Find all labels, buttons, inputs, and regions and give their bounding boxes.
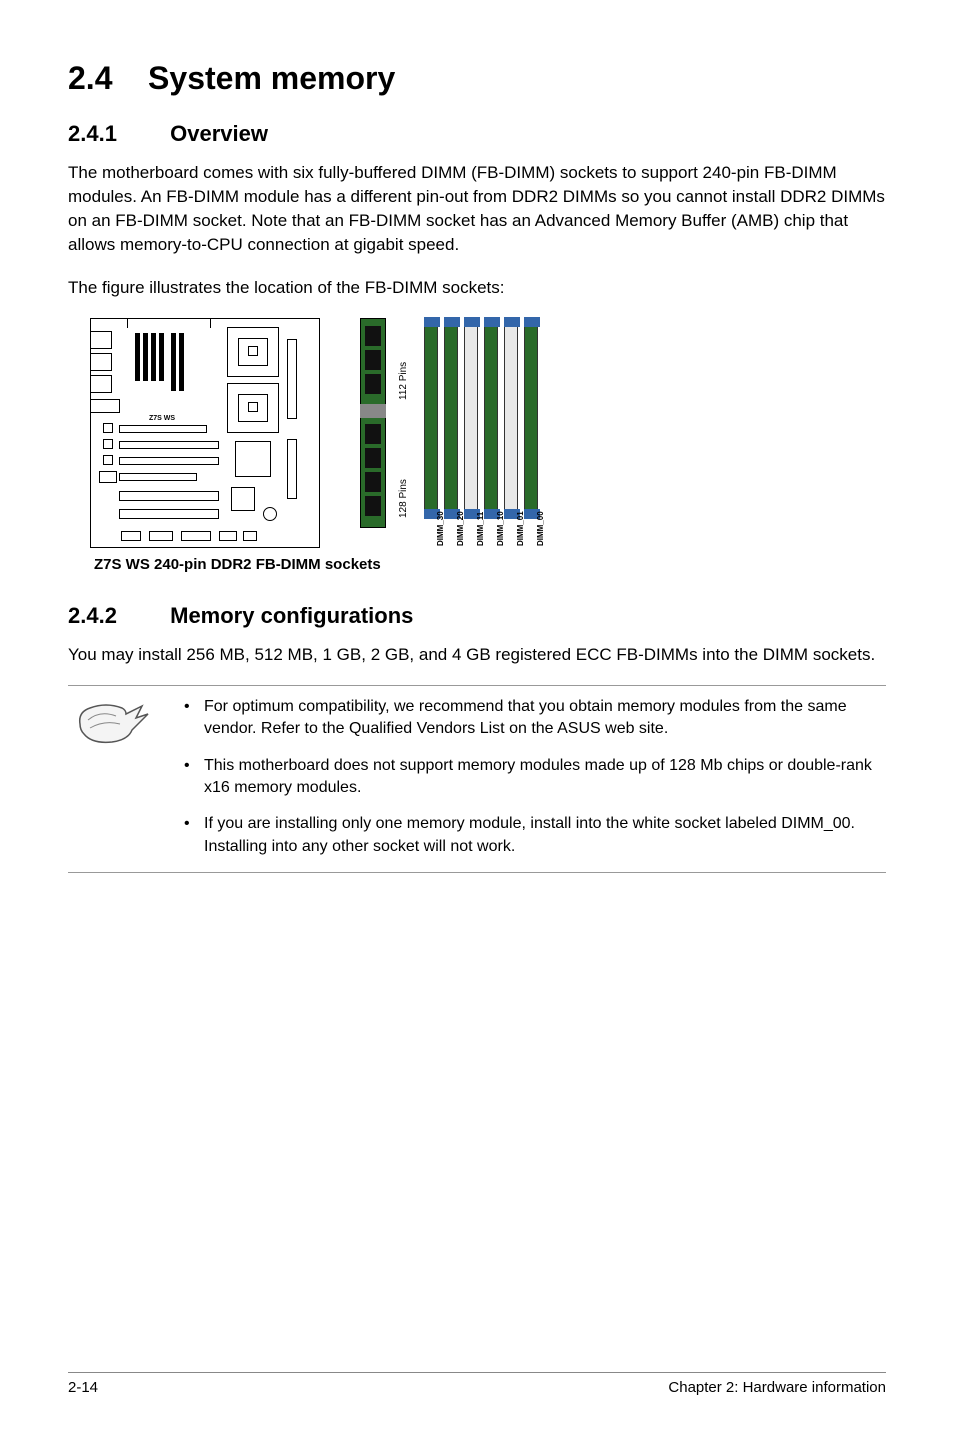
chapter-label: Chapter 2: Hardware information (668, 1379, 886, 1396)
dimm-slot (504, 318, 518, 518)
subsection-title: Overview (170, 121, 268, 146)
subsection-number-2: 2.4.2 (68, 603, 164, 629)
overview-paragraph-2: The figure illustrates the location of t… (68, 276, 886, 300)
overview-paragraph-1: The motherboard comes with six fully-buf… (68, 161, 886, 258)
note-item: This motherboard does not support memory… (176, 755, 886, 800)
note-item: For optimum compatibility, we recommend … (176, 696, 886, 741)
section-number: 2.4 (68, 60, 112, 96)
dimm-slot (444, 318, 458, 518)
note-item: If you are installing only one memory mo… (176, 813, 886, 858)
subsection-title-2: Memory configurations (170, 603, 413, 628)
page-footer: 2-14 Chapter 2: Hardware information (68, 1372, 886, 1396)
figure-caption: Z7S WS 240-pin DDR2 FB-DIMM sockets (94, 556, 886, 573)
dimm-slot-label: DIMM_00 (536, 511, 545, 546)
note-list: For optimum compatibility, we recommend … (176, 696, 886, 862)
subsection-heading: 2.4.1 Overview (68, 121, 886, 147)
dimm-slot (484, 318, 498, 518)
dimm-slot (424, 318, 438, 518)
motherboard-diagram: Z7S WS (90, 318, 320, 548)
memcfg-paragraph: You may install 256 MB, 512 MB, 1 GB, 2 … (68, 643, 886, 667)
dimm-slot (524, 318, 538, 518)
subsection-heading-2: 2.4.2 Memory configurations (68, 603, 886, 629)
note-block: For optimum compatibility, we recommend … (68, 685, 886, 873)
section-heading: 2.4 System memory (68, 60, 886, 97)
pins-top-label: 112 Pins (398, 361, 409, 399)
dimm-slots-diagram: DIMM_30DIMM_20DIMM_11DIMM_10DIMM_01DIMM_… (424, 318, 564, 548)
page-number: 2-14 (68, 1379, 98, 1396)
pins-bottom-label: 128 Pins (398, 479, 409, 518)
dimm-figure: Z7S WS (90, 318, 886, 548)
note-icon (68, 696, 158, 750)
dimm-slot (464, 318, 478, 518)
section-title: System memory (148, 60, 395, 96)
board-label: Z7S WS (149, 415, 175, 422)
subsection-number: 2.4.1 (68, 121, 164, 147)
dimm-module-diagram: 112 Pins 128 Pins (350, 318, 394, 528)
